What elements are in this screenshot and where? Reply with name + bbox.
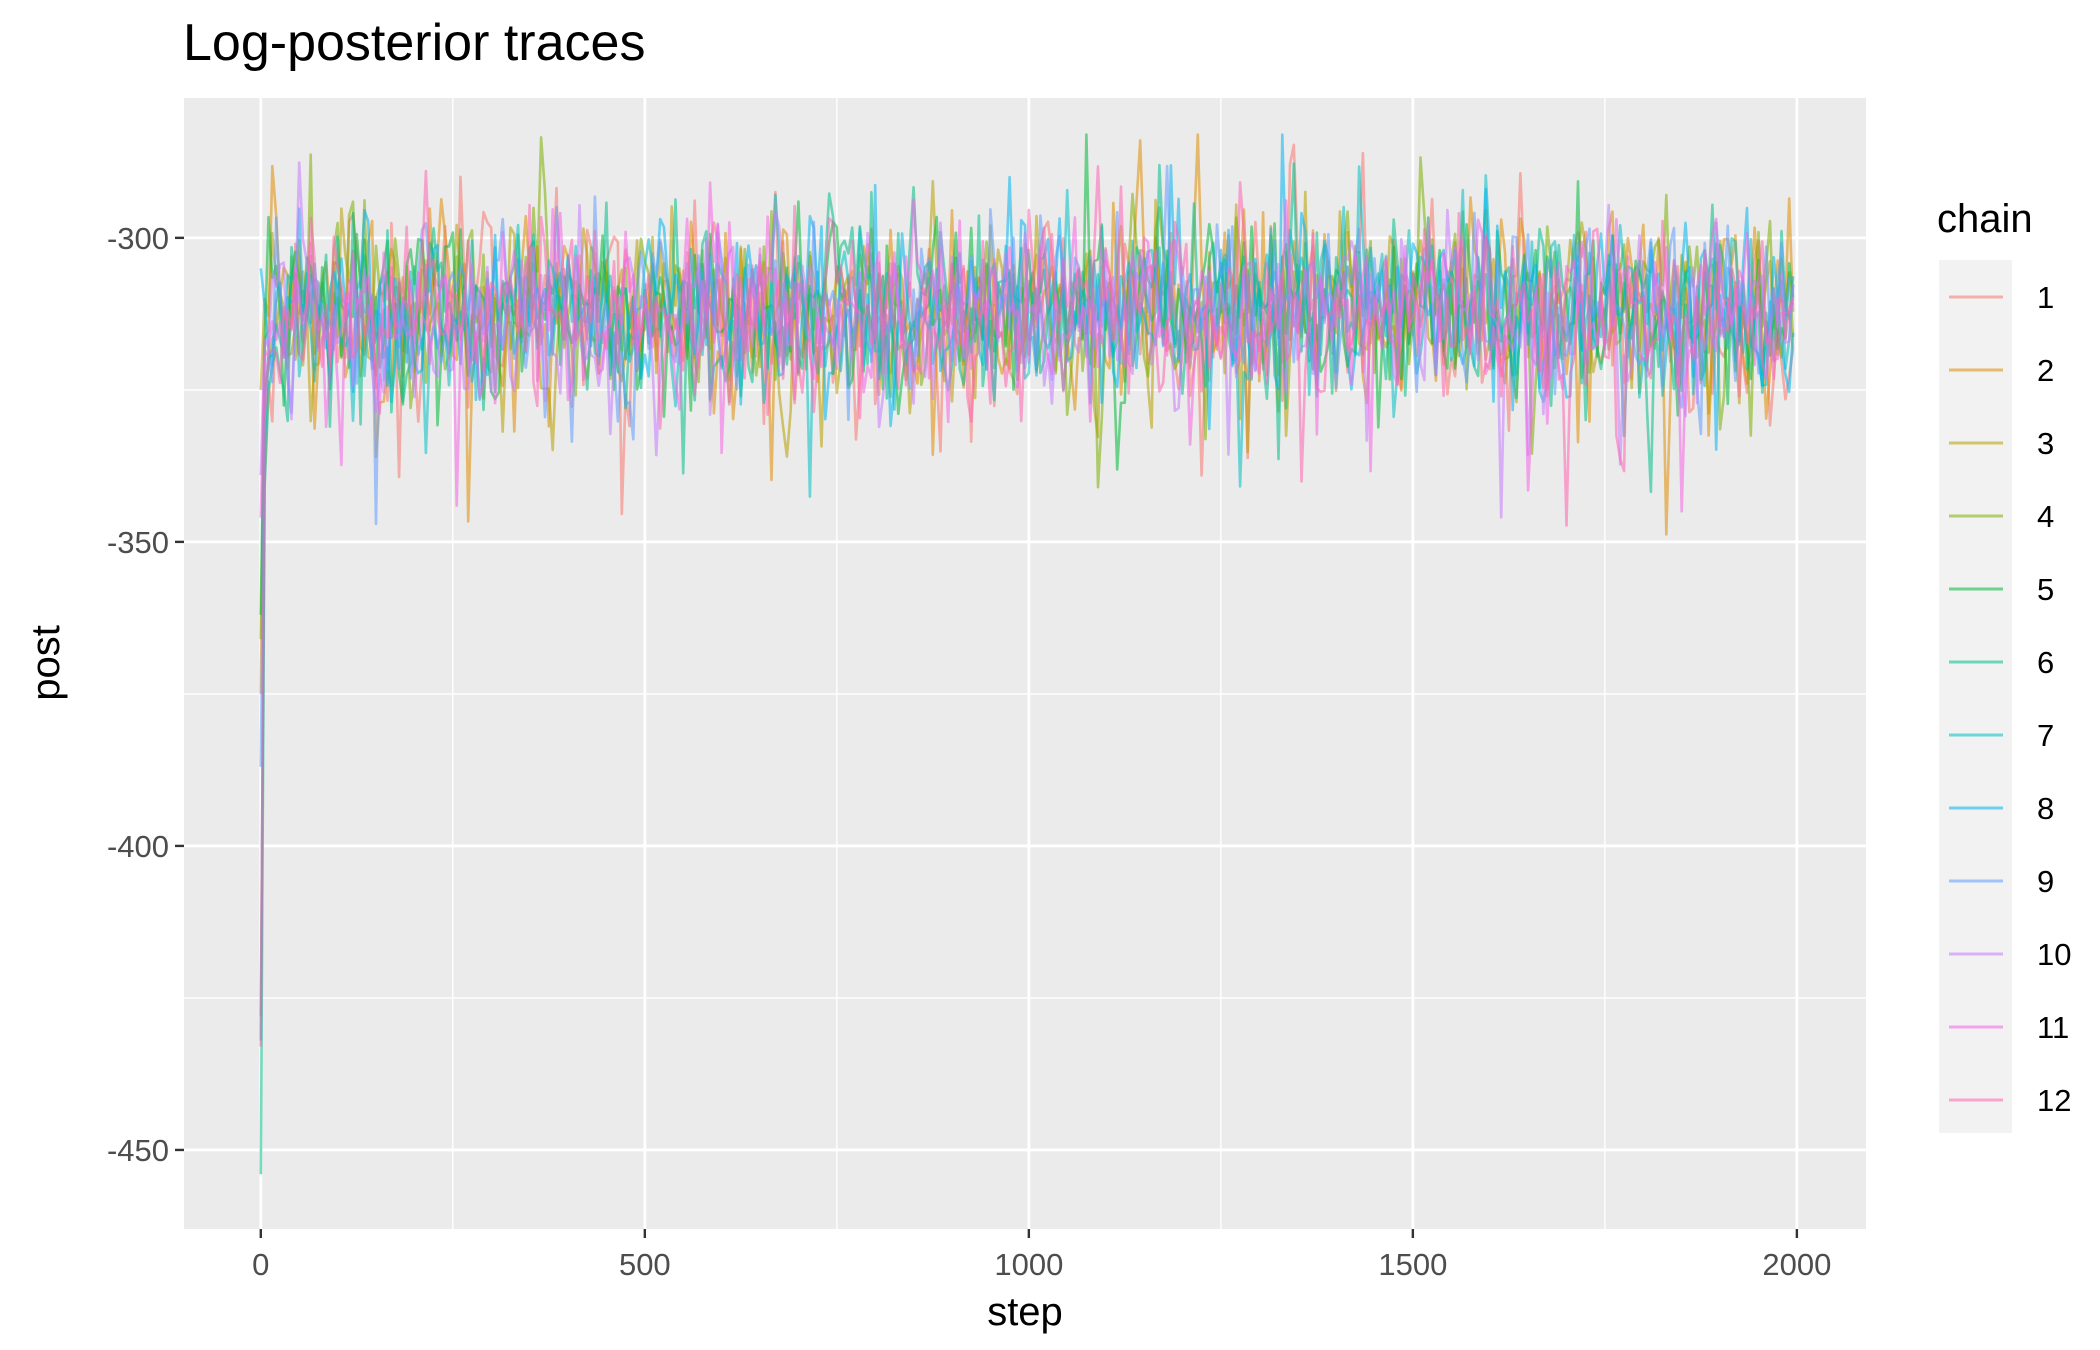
y-tick-label: -300	[107, 221, 169, 256]
chain-trace-11	[259, 181, 1795, 518]
legend-label-4: 4	[2037, 499, 2054, 534]
y-tick-label: -350	[107, 525, 169, 560]
y-axis-title: post	[24, 625, 68, 701]
legend-label-6: 6	[2037, 645, 2054, 680]
y-tick-label: -450	[107, 1133, 169, 1168]
x-tick-label: 500	[619, 1247, 671, 1282]
chart-title: Log-posterior traces	[183, 14, 645, 72]
legend-label-3: 3	[2037, 426, 2054, 461]
legend-title: chain	[1937, 197, 2033, 241]
x-axis: 0 500 1000 1500 2000	[252, 1229, 1831, 1282]
legend-key-background	[1939, 260, 2012, 1133]
legend-label-2: 2	[2037, 353, 2054, 388]
y-tick-label: -400	[107, 829, 169, 864]
x-tick-label: 1500	[1378, 1247, 1447, 1282]
legend-label-11: 11	[2037, 1010, 2069, 1045]
y-axis: -300 -350 -400 -450	[107, 221, 184, 1168]
legend-label-1: 1	[2037, 280, 2054, 315]
legend-label-12: 12	[2037, 1083, 2071, 1118]
legend-label-9: 9	[2037, 864, 2054, 899]
legend-label-8: 8	[2037, 791, 2054, 826]
legend-label-5: 5	[2037, 572, 2054, 607]
chain-trace-12	[259, 165, 1795, 1047]
x-tick-label: 1000	[994, 1247, 1063, 1282]
chain-traces	[259, 133, 1795, 1175]
x-tick-label: 0	[252, 1247, 269, 1282]
x-axis-title: step	[987, 1290, 1063, 1334]
legend-label-10: 10	[2037, 937, 2071, 972]
x-tick-label: 2000	[1762, 1247, 1831, 1282]
legend-label-7: 7	[2037, 718, 2054, 753]
